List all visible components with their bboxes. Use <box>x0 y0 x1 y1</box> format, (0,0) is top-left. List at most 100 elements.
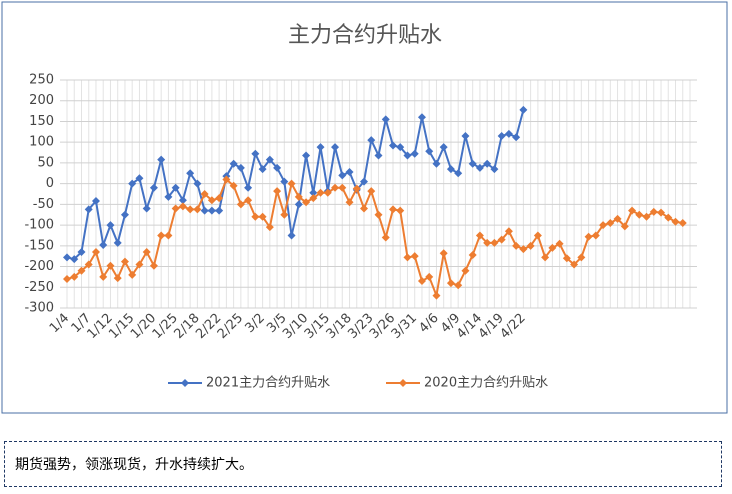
data-point <box>664 213 673 222</box>
data-point <box>454 169 463 178</box>
data-point <box>171 183 180 192</box>
data-point <box>106 221 115 230</box>
data-point <box>84 205 93 214</box>
data-point <box>331 183 340 192</box>
data-point <box>432 159 441 168</box>
data-point <box>649 207 658 216</box>
data-point <box>396 143 405 152</box>
data-point <box>657 208 666 217</box>
data-point <box>512 241 521 250</box>
data-point <box>403 151 412 160</box>
data-point <box>338 171 347 180</box>
data-point <box>606 219 615 228</box>
data-point <box>439 143 448 152</box>
data-point <box>533 231 542 240</box>
data-point <box>99 272 108 281</box>
legend-label: 2021主力合约升贴水 <box>206 376 330 391</box>
data-point <box>91 197 100 206</box>
data-point <box>63 253 71 262</box>
data-point <box>410 252 419 261</box>
data-point <box>135 174 144 183</box>
y-tick-label: -100 <box>24 218 54 233</box>
data-point <box>584 232 593 241</box>
data-point <box>504 227 513 236</box>
data-point <box>106 261 115 270</box>
chart-title: 主力合约升贴水 <box>288 23 442 48</box>
data-point <box>432 291 441 300</box>
data-point <box>193 205 202 214</box>
data-point <box>417 277 426 286</box>
data-point <box>229 181 238 190</box>
data-point <box>323 188 332 197</box>
caption: 期货强势，领涨现货，升水持续扩大。 <box>4 441 722 487</box>
data-point <box>99 240 108 249</box>
data-point <box>113 274 122 283</box>
data-point <box>128 270 137 279</box>
data-point <box>309 194 318 203</box>
data-point <box>519 105 528 114</box>
data-point <box>446 165 455 174</box>
data-point <box>497 131 506 140</box>
y-tick-label: 100 <box>29 135 54 150</box>
y-tick-label: -150 <box>24 238 54 253</box>
data-point <box>265 223 274 232</box>
data-point <box>490 238 499 247</box>
data-point <box>244 183 253 192</box>
data-point <box>483 159 492 168</box>
data-point <box>381 233 390 242</box>
data-point <box>63 274 71 283</box>
legend-marker <box>181 379 189 387</box>
data-point <box>388 141 397 150</box>
data-point <box>273 187 282 196</box>
data-point <box>157 231 166 240</box>
data-point <box>388 205 397 214</box>
chart: 主力合约升贴水 -300 -250 -200 -150 -100 -50 0 50 100 150… <box>1 1 728 414</box>
data-point <box>215 194 224 203</box>
data-point <box>367 136 376 145</box>
data-point <box>454 281 463 290</box>
data-point <box>294 200 303 209</box>
data-point <box>229 159 238 168</box>
data-point <box>446 279 455 288</box>
data-point <box>425 272 434 281</box>
y-tick-label: 0 <box>46 176 54 191</box>
legend-label: 2020主力合约升贴水 <box>424 376 548 391</box>
data-point <box>280 210 289 219</box>
data-point <box>439 249 448 258</box>
data-point <box>396 206 405 215</box>
data-point <box>222 175 231 184</box>
data-point <box>352 184 361 193</box>
data-point <box>490 165 499 174</box>
data-point <box>613 214 622 223</box>
data-point <box>149 261 158 270</box>
data-point <box>265 155 274 164</box>
data-point <box>157 155 166 164</box>
data-point <box>562 254 571 263</box>
data-point <box>70 255 79 264</box>
data-point <box>207 196 216 205</box>
y-tick-label: 250 <box>29 73 54 88</box>
data-point <box>70 272 79 281</box>
data-point <box>164 192 173 201</box>
data-point <box>200 190 209 198</box>
data-point <box>468 250 477 259</box>
data-point <box>425 147 434 156</box>
data-point <box>475 231 484 240</box>
data-point <box>504 129 513 138</box>
data-point <box>461 131 470 140</box>
data-point <box>84 260 93 269</box>
data-point <box>381 115 390 124</box>
data-point <box>360 204 369 213</box>
data-point <box>497 235 506 244</box>
y-tick-label: 50 <box>37 155 54 170</box>
data-point <box>526 241 535 250</box>
data-point <box>135 260 144 269</box>
data-point <box>287 231 296 240</box>
data-point <box>142 204 151 213</box>
series-line <box>66 109 525 261</box>
data-point <box>678 219 687 228</box>
data-point <box>309 188 318 197</box>
data-point <box>374 151 383 160</box>
data-point <box>512 133 521 142</box>
